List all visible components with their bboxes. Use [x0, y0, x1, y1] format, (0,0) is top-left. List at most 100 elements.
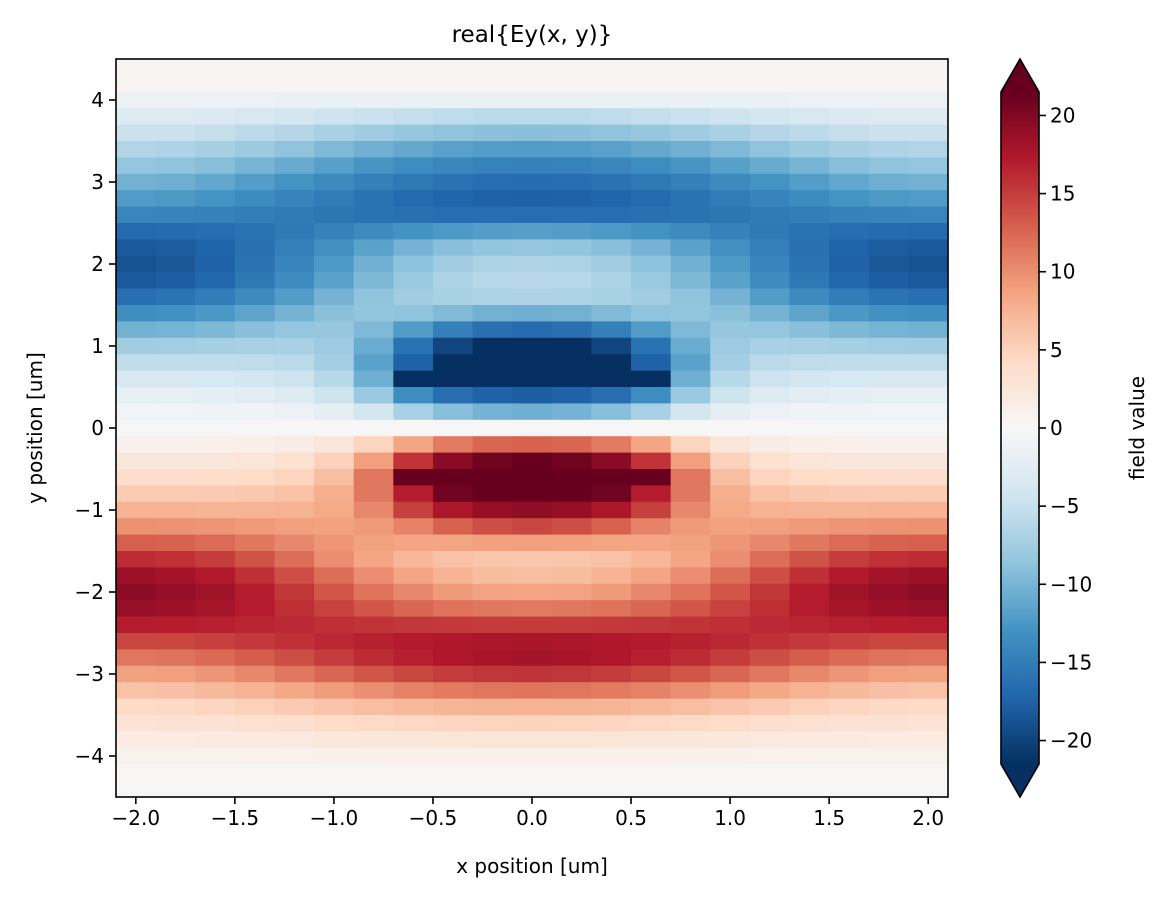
heatmap-cell — [789, 206, 830, 224]
heatmap-cell — [234, 272, 276, 290]
heatmap-cell — [670, 436, 711, 454]
heatmap-cell — [749, 370, 791, 388]
heatmap-cell — [829, 321, 870, 339]
heatmap-cell — [353, 633, 394, 650]
heatmap-cell — [591, 206, 632, 224]
heatmap-cell — [195, 75, 236, 93]
heatmap-cell — [631, 567, 672, 585]
heatmap-cell — [670, 141, 711, 158]
heatmap-cell — [353, 551, 394, 568]
heatmap-cell — [789, 59, 830, 76]
heatmap-cell — [432, 485, 474, 503]
heatmap-cell — [393, 485, 434, 503]
heatmap-cell — [591, 485, 632, 503]
heatmap-cell — [829, 354, 870, 372]
heatmap-cell — [631, 600, 672, 618]
heatmap-cell — [829, 337, 870, 355]
heatmap-cell — [789, 583, 830, 601]
heatmap-cell — [631, 419, 672, 437]
heatmap-cell — [868, 157, 909, 175]
colorbar-tick-label: −20 — [1050, 729, 1092, 753]
heatmap-cell — [551, 141, 593, 158]
heatmap-cell — [472, 321, 513, 339]
heatmap-cell — [591, 698, 632, 716]
heatmap-cell — [789, 567, 830, 585]
heatmap-cell — [551, 124, 593, 142]
heatmap-cell — [551, 75, 593, 93]
heatmap-cell — [353, 600, 394, 618]
heatmap-cell — [195, 616, 236, 634]
heatmap-cell — [116, 75, 157, 93]
heatmap-cell — [789, 255, 830, 273]
heatmap-cell — [274, 649, 315, 667]
heatmap-cell — [868, 91, 909, 109]
heatmap-cell — [116, 239, 157, 257]
heatmap-cell — [710, 337, 751, 355]
heatmap-cell — [789, 600, 830, 618]
heatmap-cell — [868, 239, 909, 257]
heatmap-cell — [432, 600, 474, 618]
heatmap-cell — [789, 157, 830, 175]
heatmap-cell — [116, 59, 157, 76]
heatmap-cell — [353, 59, 394, 76]
heatmap-cell — [155, 764, 196, 782]
heatmap-cell — [116, 288, 157, 306]
heatmap-cell — [749, 255, 791, 273]
heatmap-cell — [710, 747, 751, 765]
heatmap-cell — [353, 190, 394, 208]
heatmap-cell — [472, 567, 513, 585]
heatmap-cell — [868, 387, 909, 404]
heatmap-cell — [432, 124, 474, 142]
heatmap-cell — [353, 272, 394, 290]
heatmap-cell — [551, 173, 593, 191]
heatmap-cell — [591, 59, 632, 76]
heatmap-cell — [631, 698, 672, 716]
heatmap-cell — [472, 649, 513, 667]
heatmap-cell — [353, 370, 394, 388]
heatmap-cell — [710, 403, 751, 421]
colorbar-tick-label: 0 — [1050, 416, 1063, 440]
heatmap-cell — [353, 305, 394, 322]
heatmap-cell — [234, 387, 276, 404]
heatmap-cell — [789, 665, 830, 683]
heatmap-cell — [551, 157, 593, 175]
heatmap-cell — [551, 534, 593, 552]
heatmap-cell — [195, 715, 236, 732]
heatmap-cell — [234, 780, 276, 798]
heatmap-cell — [631, 534, 672, 552]
heatmap-cell — [512, 518, 553, 536]
heatmap-cell — [512, 206, 553, 224]
heatmap-cell — [432, 501, 474, 519]
heatmap-cell — [472, 469, 513, 486]
heatmap-cell — [274, 764, 315, 782]
heatmap-cell — [155, 698, 196, 716]
heatmap-cell — [195, 354, 236, 372]
heatmap-cell — [631, 173, 672, 191]
heatmap-cell — [908, 59, 949, 76]
heatmap-cell — [512, 387, 553, 404]
heatmap-cell — [829, 731, 870, 749]
heatmap-cell — [274, 91, 315, 109]
heatmap-cell — [234, 501, 276, 519]
heatmap-cell — [116, 649, 157, 667]
heatmap-cell — [868, 649, 909, 667]
heatmap-cell — [512, 469, 553, 486]
heatmap-cell — [670, 764, 711, 782]
heatmap-cell — [551, 780, 593, 798]
heatmap-cell — [195, 288, 236, 306]
heatmap-cell — [116, 91, 157, 109]
heatmap-cell — [591, 75, 632, 93]
heatmap-cell — [314, 419, 355, 437]
heatmap-cell — [472, 108, 513, 126]
colorbar-tick-label: −10 — [1050, 572, 1092, 596]
heatmap-cell — [274, 534, 315, 552]
colorbar-tick-label: −5 — [1050, 494, 1079, 518]
heatmap-cell — [472, 206, 513, 224]
heatmap-cell — [512, 633, 553, 650]
heatmap-cell — [234, 518, 276, 536]
heatmap-cell — [274, 501, 315, 519]
heatmap-cell — [274, 518, 315, 536]
heatmap-cell — [274, 223, 315, 240]
heatmap-cell — [749, 190, 791, 208]
heatmap-cell — [829, 141, 870, 158]
